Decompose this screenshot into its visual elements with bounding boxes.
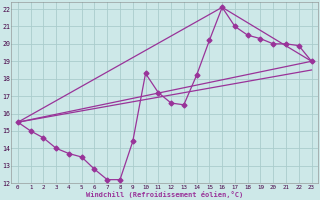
- X-axis label: Windchill (Refroidissement éolien,°C): Windchill (Refroidissement éolien,°C): [86, 191, 243, 198]
